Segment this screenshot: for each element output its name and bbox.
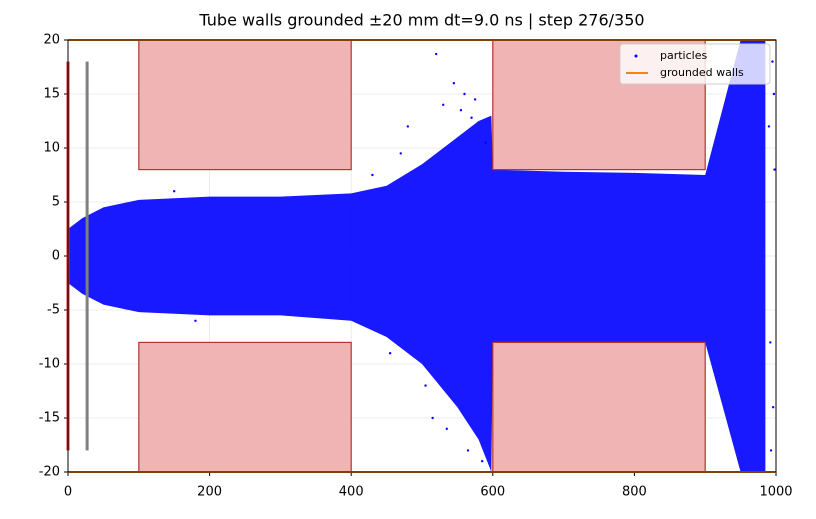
particle [463, 92, 466, 96]
y-tick-label: 5 [52, 195, 60, 210]
legend-label: particles [660, 49, 707, 62]
x-tick-label: 400 [339, 485, 364, 500]
particle [442, 103, 445, 107]
particle [480, 460, 484, 463]
particle [769, 449, 773, 452]
particle [484, 141, 487, 144]
y-tick-label: -15 [39, 411, 60, 426]
particle [769, 341, 772, 344]
chart-title: Tube walls grounded ±20 mm dt=9.0 ns | s… [198, 11, 644, 30]
y-tick-label: 15 [43, 87, 60, 102]
particle [194, 319, 197, 322]
legend: particles grounded walls [619, 43, 771, 85]
particle [431, 416, 434, 420]
particle [459, 109, 463, 112]
x-tick-label: 0 [64, 485, 72, 500]
y-tick-label: 20 [43, 33, 60, 48]
particle [473, 98, 477, 101]
particle [771, 60, 774, 63]
y-tick-label: -5 [47, 303, 60, 318]
particle [406, 125, 410, 128]
particle [452, 82, 456, 85]
legend-label: grounded walls [660, 66, 744, 79]
particle [173, 190, 176, 193]
x-tick-label: 800 [622, 485, 647, 500]
particle [399, 152, 402, 155]
particle [773, 168, 776, 171]
axes-frame [67, 39, 777, 473]
x-tick-label: 600 [480, 485, 505, 500]
electrode [138, 341, 352, 473]
legend-marker [634, 54, 638, 58]
particle [445, 427, 448, 430]
particle-cloud [68, 40, 766, 472]
particle [371, 173, 374, 177]
particle [434, 52, 438, 56]
y-tick-label: 10 [43, 141, 60, 156]
y-tick-label: 0 [52, 249, 60, 264]
electrode [138, 39, 352, 171]
x-tick-label: 200 [197, 485, 222, 500]
particle [388, 352, 392, 355]
x-tick-label: 1000 [759, 485, 792, 500]
particle [470, 116, 473, 119]
particle [772, 92, 776, 96]
electrode [492, 341, 706, 473]
particle [771, 406, 775, 409]
particle [767, 125, 771, 128]
legend-box [619, 43, 771, 85]
particle [424, 384, 427, 387]
y-tick-label: -10 [39, 357, 60, 372]
y-tick-label: -20 [39, 465, 60, 480]
particle [466, 449, 470, 452]
